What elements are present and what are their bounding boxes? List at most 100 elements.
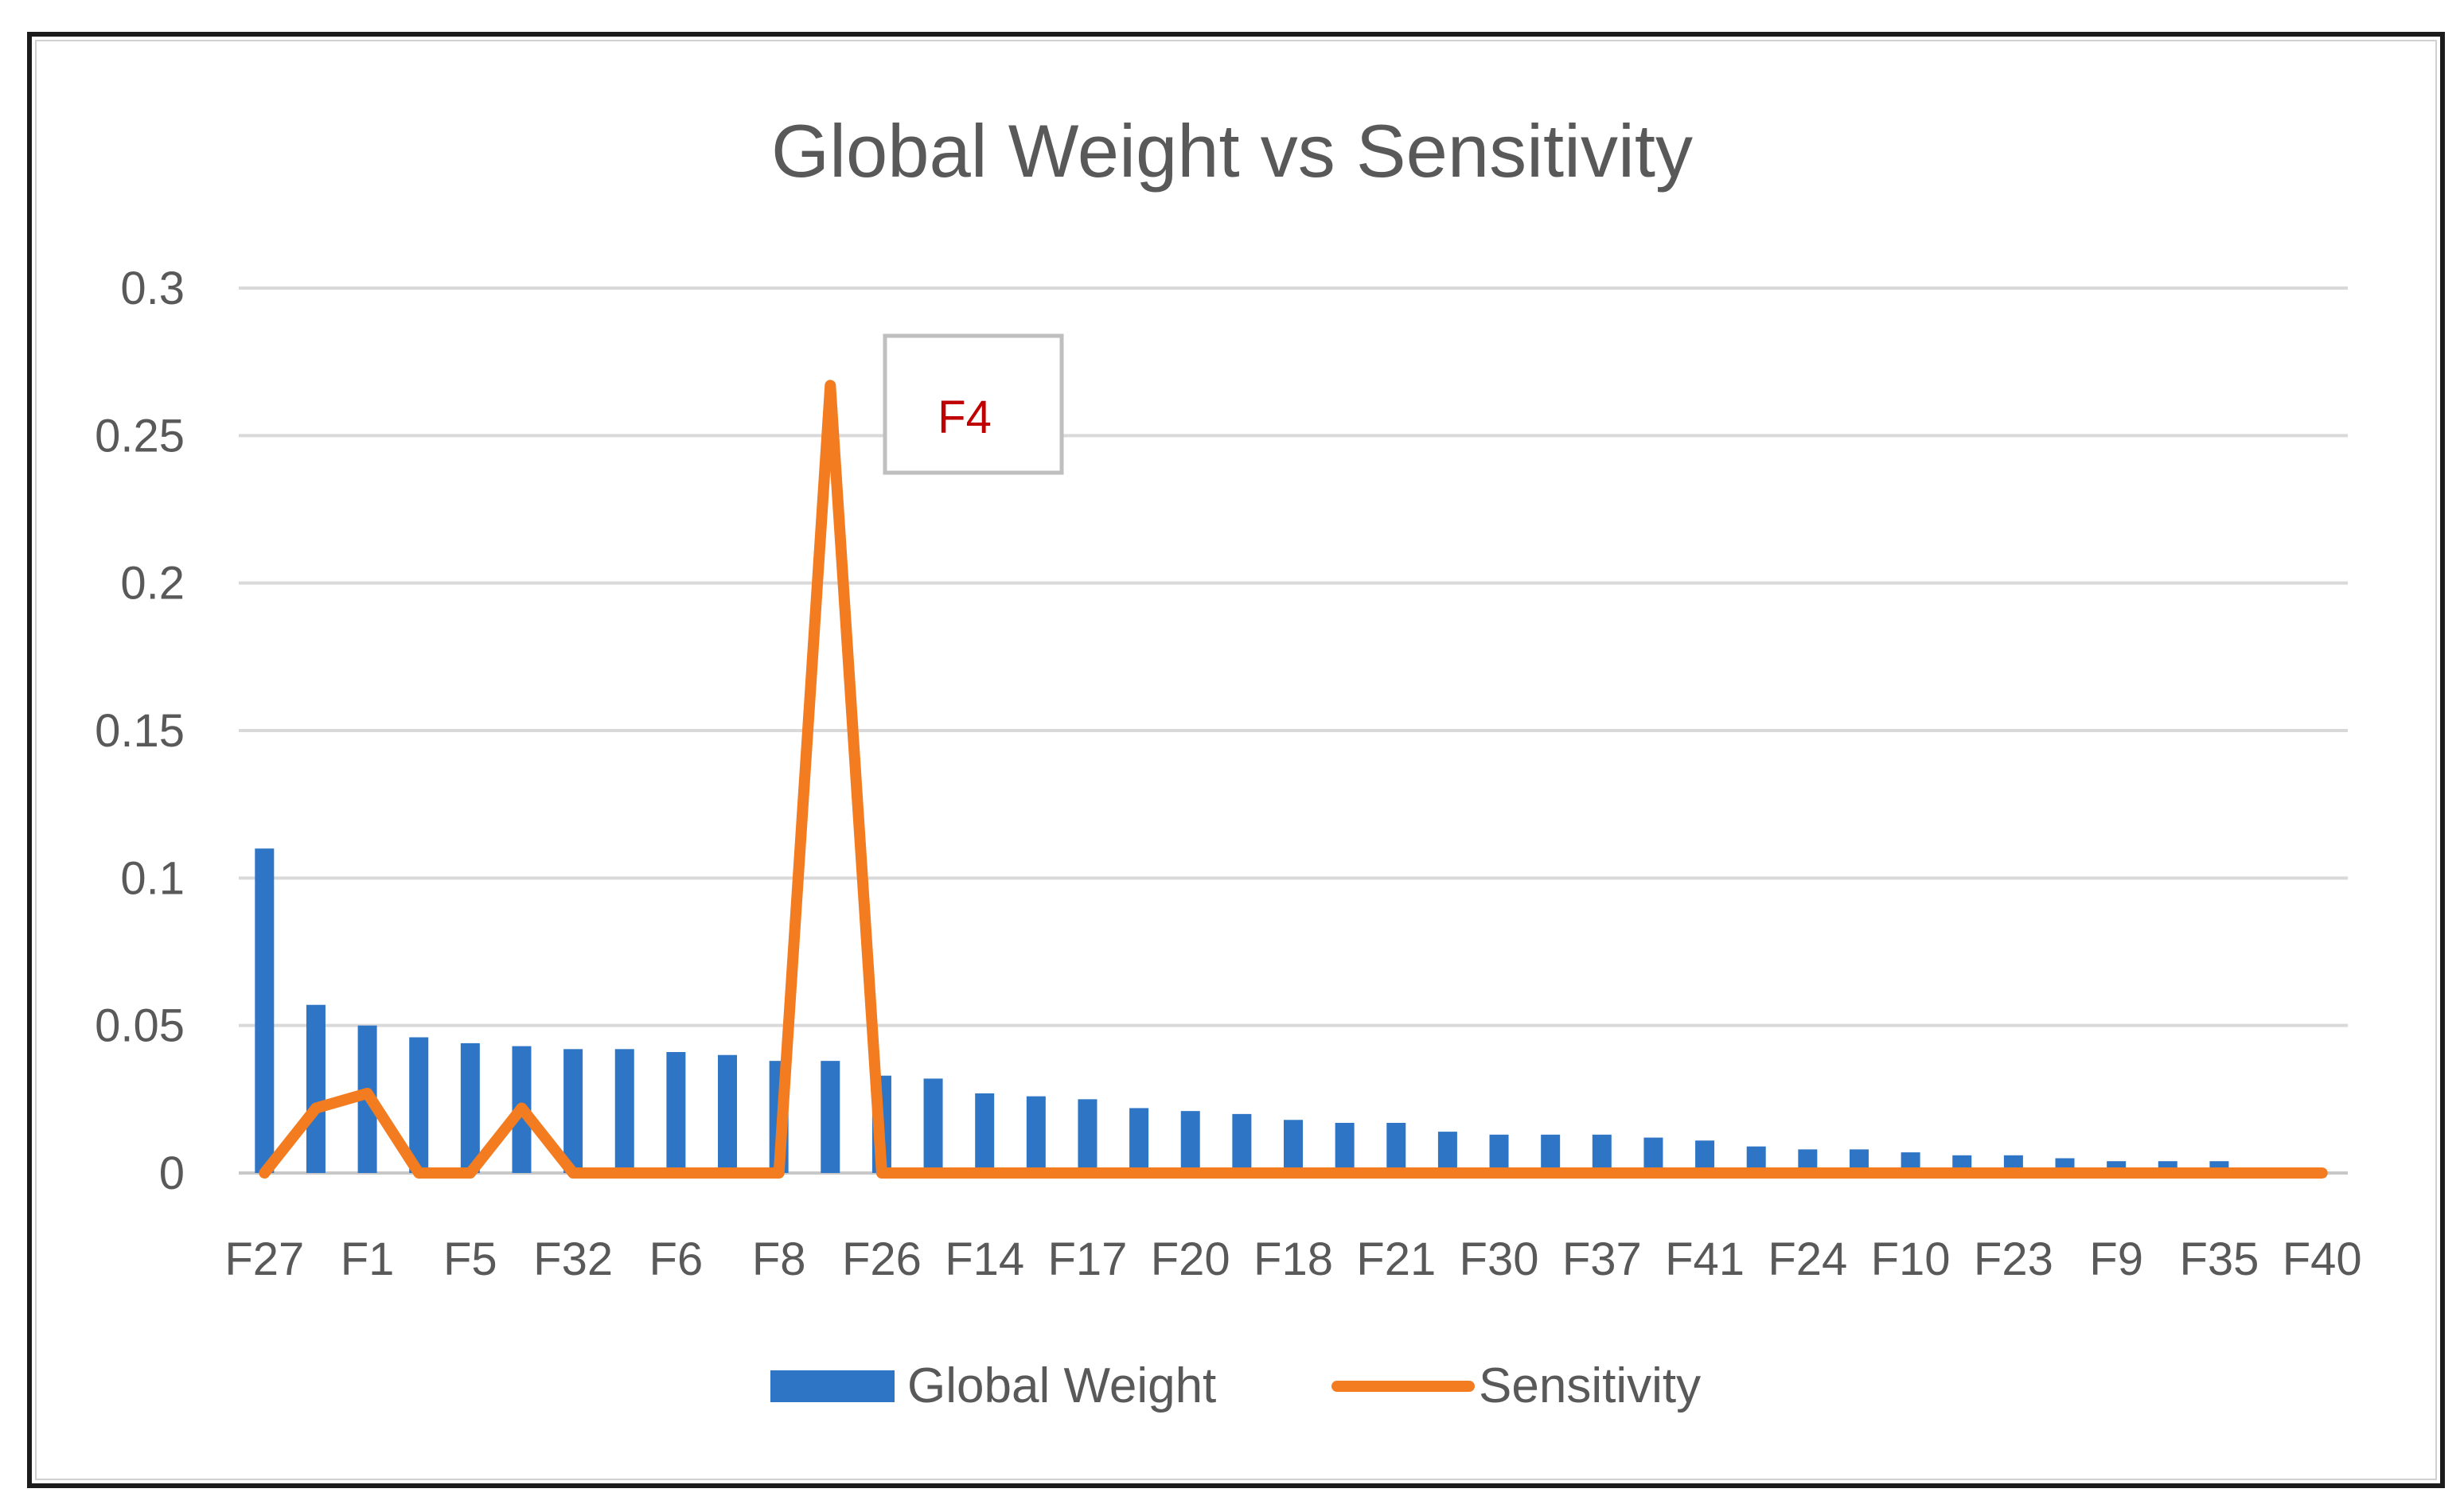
y-tick-label: 0.15 <box>95 705 185 757</box>
y-axis: 0 0.05 0.1 0.15 0.2 0.25 0.3 <box>95 263 185 1199</box>
sensitivity-point-F27 <box>263 1172 265 1174</box>
sensitivity-point-F21 <box>1395 1172 1397 1174</box>
sensitivity-point-F13 <box>624 1172 626 1174</box>
x-tick-label: F23 <box>1974 1233 2053 1285</box>
x-tick-label: F9 <box>2089 1233 2143 1285</box>
bar-F2 <box>409 1037 429 1173</box>
bar-F29 <box>1541 1134 1561 1173</box>
sensitivity-point-F17 <box>1086 1172 1088 1174</box>
sensitivity-point-F29 <box>1550 1172 1551 1174</box>
bar-F7 <box>718 1054 738 1173</box>
x-tick-label: F17 <box>1047 1233 1127 1285</box>
annotation-group: F4 <box>883 333 1064 475</box>
legend: Global Weight Sensitivity <box>770 1358 1701 1413</box>
sensitivity-point-F7 <box>727 1172 728 1174</box>
sensitivity-point-F34 <box>1858 1172 1860 1174</box>
bar-F15 <box>1026 1096 1046 1173</box>
sensitivity-point-F31 <box>1652 1172 1654 1174</box>
sensitivity-point-F12 <box>933 1172 934 1174</box>
x-tick-label: F21 <box>1356 1233 1436 1285</box>
chart-area-border <box>35 40 2437 1480</box>
y-tick-label: 0.25 <box>95 410 185 462</box>
x-axis: F27 F1 F5 F32 F6 F8 F26 F14 F17 F20 F18 F21 F30 F37 F4… <box>224 1233 2361 1285</box>
sensitivity-point-F20 <box>1190 1172 1191 1174</box>
bar-F6 <box>666 1052 686 1173</box>
bar-F19 <box>1232 1113 1252 1173</box>
sensitivity-point-F41 <box>1704 1172 1706 1174</box>
bar-F12 <box>923 1078 943 1173</box>
bar-F5 <box>460 1042 480 1173</box>
x-tick-label: F41 <box>1665 1233 1745 1285</box>
sensitivity-point-F37 <box>1601 1172 1603 1174</box>
bar-F18 <box>1284 1120 1303 1173</box>
bar-F25 <box>1437 1132 1457 1173</box>
annotation-box <box>883 333 1064 475</box>
sensitivity-point-F25 <box>1447 1172 1448 1174</box>
global-weight-bars <box>255 848 2229 1173</box>
y-tick-label: 0.3 <box>120 263 185 314</box>
sensitivity-point-F36 <box>1961 1172 1963 1174</box>
chart-title: Global Weight vs Sensitivity <box>771 109 1693 193</box>
bar-F32 <box>563 1049 583 1173</box>
x-tick-label: F35 <box>2179 1233 2259 1285</box>
bar-F20 <box>1180 1111 1200 1173</box>
sensitivity-point-F24 <box>1807 1172 1808 1174</box>
y-tick-label: 0 <box>159 1148 185 1199</box>
sensitivity-point-F35 <box>2218 1172 2220 1174</box>
x-tick-label: F6 <box>649 1233 704 1285</box>
x-tick-label: F32 <box>533 1233 613 1285</box>
legend-label-sensitivity: Sensitivity <box>1479 1358 1701 1413</box>
x-tick-label: F27 <box>224 1233 304 1285</box>
y-tick-label: 0.1 <box>120 852 185 904</box>
sensitivity-point-F11 <box>520 1107 522 1109</box>
x-tick-label: F37 <box>1562 1233 1642 1285</box>
bar-F17 <box>1078 1099 1097 1173</box>
sensitivity-point-F4 <box>829 384 831 386</box>
bar-F22 <box>1335 1122 1355 1173</box>
sensitivity-point-F9 <box>2115 1172 2117 1174</box>
sensitivity-point-F38 <box>2064 1172 2066 1174</box>
sensitivity-point-F22 <box>1344 1172 1346 1174</box>
annotation-label: F4 <box>938 392 992 443</box>
sensitivity-point-F10 <box>1910 1172 1912 1174</box>
sensitivity-line-group <box>259 380 2328 1179</box>
x-tick-label: F10 <box>1871 1233 1951 1285</box>
bar-F31 <box>1643 1137 1663 1173</box>
bar-F37 <box>1592 1134 1612 1173</box>
bar-F3 <box>306 1004 326 1173</box>
sensitivity-point-F23 <box>2013 1172 2014 1174</box>
x-tick-label: F26 <box>842 1233 922 1285</box>
x-tick-label: F18 <box>1253 1233 1333 1285</box>
gridlines <box>239 286 2348 1175</box>
bar-F21 <box>1386 1122 1406 1173</box>
sensitivity-point-F16 <box>1138 1172 1140 1174</box>
bar-F4 <box>821 1061 840 1173</box>
sensitivity-point-F3 <box>315 1107 317 1109</box>
x-tick-label: F8 <box>752 1233 806 1285</box>
x-tick-label: F5 <box>443 1233 497 1285</box>
bar-F16 <box>1129 1108 1149 1173</box>
legend-swatch-global-weight <box>770 1370 895 1402</box>
sensitivity-point-F39 <box>2167 1172 2169 1174</box>
sensitivity-point-F18 <box>1292 1172 1294 1174</box>
y-tick-label: 0.2 <box>120 558 185 610</box>
bar-F14 <box>975 1093 995 1173</box>
x-tick-label: F20 <box>1151 1233 1230 1285</box>
x-tick-label: F40 <box>2283 1233 2362 1285</box>
bar-F30 <box>1489 1134 1509 1173</box>
y-tick-label: 0.05 <box>95 1000 185 1052</box>
bar-F13 <box>614 1049 634 1173</box>
sensitivity-point-F15 <box>1035 1172 1037 1174</box>
x-tick-label: F24 <box>1768 1233 1847 1285</box>
x-tick-label: F30 <box>1460 1233 1539 1285</box>
sensitivity-point-F8 <box>778 1172 780 1174</box>
chart-frame <box>27 32 2445 1488</box>
sensitivity-point-F32 <box>572 1172 574 1174</box>
bar-F27 <box>255 848 275 1173</box>
legend-label-global-weight: Global Weight <box>907 1358 1216 1413</box>
x-tick-label: F1 <box>341 1233 395 1285</box>
x-tick-label: F14 <box>945 1233 1024 1285</box>
sensitivity-point-F26 <box>881 1172 883 1174</box>
sensitivity-point-F14 <box>984 1172 985 1174</box>
